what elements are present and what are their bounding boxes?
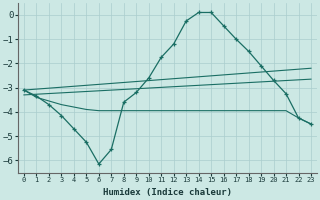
X-axis label: Humidex (Indice chaleur): Humidex (Indice chaleur) — [103, 188, 232, 197]
